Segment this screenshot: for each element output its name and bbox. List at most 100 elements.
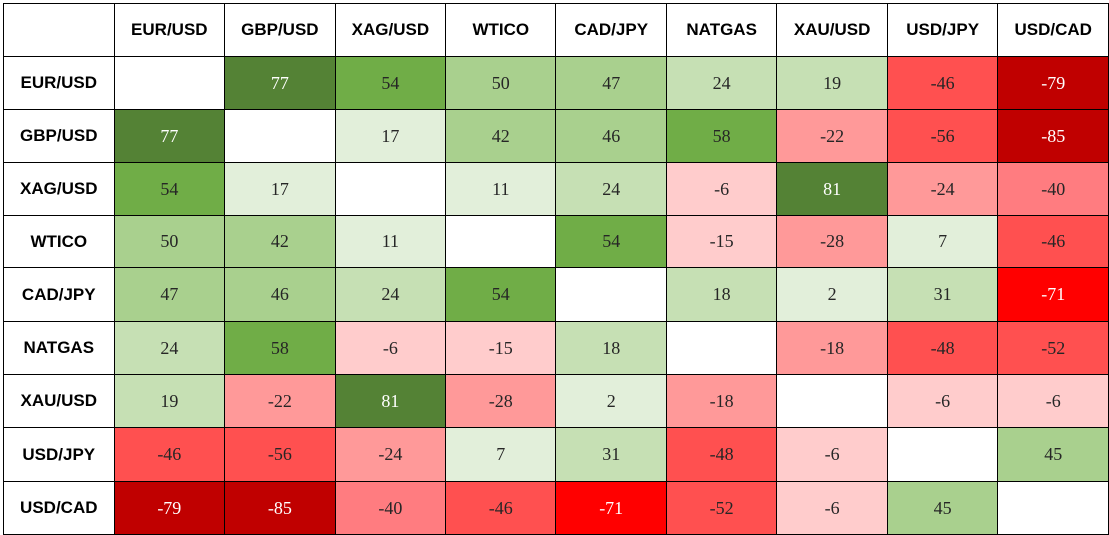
matrix-cell-eur-usd-usd-cad: -79 — [997, 56, 1109, 110]
matrix-cell-wtico-usd-jpy: 7 — [886, 215, 999, 268]
matrix-cell-gbp-usd-usd-cad: -85 — [997, 109, 1109, 163]
matrix-row-usd-jpy: USD/JPY -46 -56 -24 7 31 -48 -6 45 — [3, 427, 1109, 482]
matrix-row-usd-cad: USD/CAD -79 -85 -40 -46 -71 -52 -6 45 — [3, 481, 1109, 535]
matrix-row-cad-jpy: CAD/JPY 47 46 24 54 18 2 31 -71 — [3, 267, 1109, 322]
matrix-cell-natgas-xau-usd: -18 — [776, 321, 888, 375]
matrix-cell-gbp-usd-gbp-usd — [224, 109, 336, 163]
matrix-cell-usd-cad-usd-cad — [997, 481, 1109, 535]
matrix-cell-xau-usd-natgas: -18 — [665, 374, 778, 428]
col-header-usd-cad: USD/CAD — [997, 3, 1109, 57]
matrix-cell-xau-usd-usd-cad: -6 — [997, 374, 1109, 428]
matrix-row-wtico: WTICO 50 42 11 54 -15 -28 7 -46 — [3, 215, 1109, 268]
matrix-body: EUR/USD 77 54 50 47 24 19 -46 -79 GBP/USD 77 17 42 46… — [3, 56, 1109, 535]
col-header-eur-usd: EUR/USD — [113, 3, 226, 57]
matrix-cell-xag-usd-wtico: 11 — [445, 162, 557, 216]
matrix-cell-cad-jpy-cad-jpy — [555, 267, 667, 322]
matrix-cell-wtico-usd-cad: -46 — [997, 215, 1109, 268]
col-header-cad-jpy: CAD/JPY — [555, 3, 667, 57]
matrix-cell-usd-jpy-natgas: -48 — [665, 427, 778, 482]
matrix-cell-xau-usd-xau-usd — [776, 374, 888, 428]
matrix-cell-usd-cad-gbp-usd: -85 — [224, 481, 336, 535]
col-header-xag-usd: XAG/USD — [334, 3, 447, 57]
matrix-cell-cad-jpy-natgas: 18 — [665, 267, 778, 322]
matrix-cell-eur-usd-natgas: 24 — [665, 56, 778, 110]
matrix-cell-eur-usd-xau-usd: 19 — [776, 56, 888, 110]
matrix-cell-cad-jpy-usd-cad: -71 — [997, 267, 1109, 322]
matrix-cell-usd-cad-wtico: -46 — [445, 481, 557, 535]
matrix-cell-cad-jpy-eur-usd: 47 — [113, 267, 226, 322]
matrix-cell-wtico-cad-jpy: 54 — [555, 215, 667, 268]
matrix-cell-eur-usd-xag-usd: 54 — [334, 56, 447, 110]
matrix-cell-eur-usd-usd-jpy: -46 — [886, 56, 999, 110]
matrix-cell-usd-jpy-xau-usd: -6 — [776, 427, 888, 482]
matrix-cell-natgas-gbp-usd: 58 — [224, 321, 336, 375]
matrix-cell-usd-cad-xag-usd: -40 — [334, 481, 447, 535]
matrix-cell-usd-jpy-usd-jpy — [886, 427, 999, 482]
matrix-cell-gbp-usd-xag-usd: 17 — [334, 109, 447, 163]
matrix-cell-cad-jpy-wtico: 54 — [445, 267, 557, 322]
matrix-cell-wtico-eur-usd: 50 — [113, 215, 226, 268]
matrix-cell-gbp-usd-wtico: 42 — [445, 109, 557, 163]
matrix-cell-eur-usd-wtico: 50 — [445, 56, 557, 110]
header-row: EUR/USD GBP/USD XAG/USD WTICO CAD/JPY NA… — [3, 3, 1109, 57]
matrix-cell-xau-usd-eur-usd: 19 — [113, 374, 226, 428]
row-header-wtico: WTICO — [3, 215, 115, 268]
matrix-row-eur-usd: EUR/USD 77 54 50 47 24 19 -46 -79 — [3, 56, 1109, 110]
matrix-cell-eur-usd-gbp-usd: 77 — [224, 56, 336, 110]
matrix-cell-usd-jpy-usd-cad: 45 — [997, 427, 1109, 482]
matrix-cell-xag-usd-gbp-usd: 17 — [224, 162, 336, 216]
matrix-cell-wtico-xag-usd: 11 — [334, 215, 447, 268]
matrix-cell-xau-usd-wtico: -28 — [445, 374, 557, 428]
matrix-cell-usd-jpy-gbp-usd: -56 — [224, 427, 336, 482]
matrix-cell-xag-usd-cad-jpy: 24 — [555, 162, 667, 216]
matrix-cell-cad-jpy-gbp-usd: 46 — [224, 267, 336, 322]
matrix-cell-xag-usd-natgas: -6 — [665, 162, 778, 216]
row-header-usd-jpy: USD/JPY — [3, 427, 115, 482]
matrix-cell-natgas-usd-cad: -52 — [997, 321, 1109, 375]
matrix-cell-usd-jpy-cad-jpy: 31 — [555, 427, 667, 482]
matrix-cell-xau-usd-usd-jpy: -6 — [886, 374, 999, 428]
matrix-cell-cad-jpy-xag-usd: 24 — [334, 267, 447, 322]
matrix-cell-xag-usd-usd-jpy: -24 — [886, 162, 999, 216]
matrix-cell-natgas-wtico: -15 — [445, 321, 557, 375]
matrix-cell-wtico-wtico — [445, 215, 557, 268]
matrix-cell-natgas-natgas — [665, 321, 778, 375]
matrix-cell-gbp-usd-eur-usd: 77 — [113, 109, 226, 163]
col-header-usd-jpy: USD/JPY — [886, 3, 999, 57]
matrix-cell-gbp-usd-usd-jpy: -56 — [886, 109, 999, 163]
col-header-xau-usd: XAU/USD — [776, 3, 888, 57]
row-header-cad-jpy: CAD/JPY — [3, 267, 115, 322]
matrix-cell-cad-jpy-xau-usd: 2 — [776, 267, 888, 322]
col-header-wtico: WTICO — [445, 3, 557, 57]
matrix-cell-xag-usd-eur-usd: 54 — [113, 162, 226, 216]
matrix-cell-natgas-xag-usd: -6 — [334, 321, 447, 375]
matrix-cell-wtico-gbp-usd: 42 — [224, 215, 336, 268]
matrix-row-xag-usd: XAG/USD 54 17 11 24 -6 81 -24 -40 — [3, 162, 1109, 216]
matrix-cell-usd-jpy-eur-usd: -46 — [113, 427, 226, 482]
row-header-xau-usd: XAU/USD — [3, 374, 115, 428]
matrix-cell-xag-usd-xag-usd — [334, 162, 447, 216]
row-header-eur-usd: EUR/USD — [3, 56, 115, 110]
matrix-cell-usd-jpy-wtico: 7 — [445, 427, 557, 482]
matrix-cell-usd-jpy-xag-usd: -24 — [334, 427, 447, 482]
col-header-gbp-usd: GBP/USD — [224, 3, 336, 57]
row-header-gbp-usd: GBP/USD — [3, 109, 115, 163]
matrix-cell-xag-usd-usd-cad: -40 — [997, 162, 1109, 216]
matrix-cell-xau-usd-xag-usd: 81 — [334, 374, 447, 428]
row-header-xag-usd: XAG/USD — [3, 162, 115, 216]
matrix-cell-usd-cad-usd-jpy: 45 — [886, 481, 999, 535]
matrix-cell-natgas-usd-jpy: -48 — [886, 321, 999, 375]
matrix-cell-gbp-usd-xau-usd: -22 — [776, 109, 888, 163]
matrix-cell-gbp-usd-cad-jpy: 46 — [555, 109, 667, 163]
row-header-natgas: NATGAS — [3, 321, 115, 375]
matrix-cell-usd-cad-natgas: -52 — [665, 481, 778, 535]
matrix-cell-usd-cad-xau-usd: -6 — [776, 481, 888, 535]
matrix-row-gbp-usd: GBP/USD 77 17 42 46 58 -22 -56 -85 — [3, 109, 1109, 163]
correlation-matrix: EUR/USD GBP/USD XAG/USD WTICO CAD/JPY NA… — [3, 3, 1109, 535]
matrix-cell-xag-usd-xau-usd: 81 — [776, 162, 888, 216]
matrix-cell-natgas-eur-usd: 24 — [113, 321, 226, 375]
row-header-usd-cad: USD/CAD — [3, 481, 115, 535]
matrix-cell-usd-cad-eur-usd: -79 — [113, 481, 226, 535]
matrix-cell-gbp-usd-natgas: 58 — [665, 109, 778, 163]
matrix-cell-eur-usd-cad-jpy: 47 — [555, 56, 667, 110]
